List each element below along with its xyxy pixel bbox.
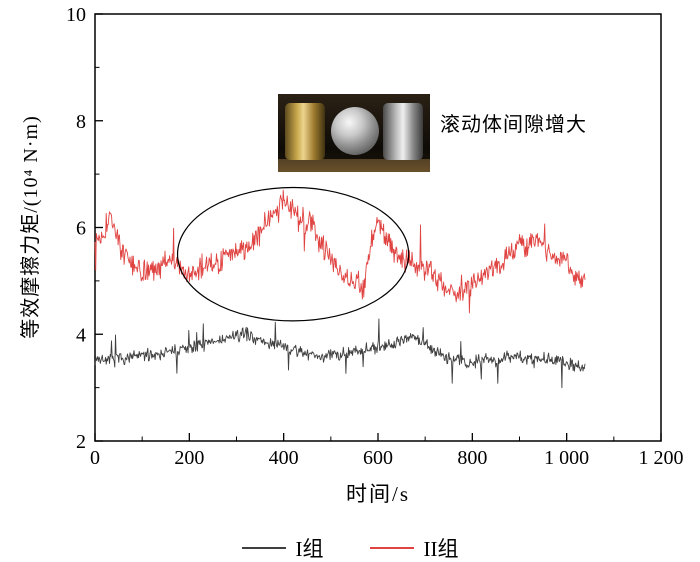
legend-item-group1: I组 <box>241 533 324 562</box>
clearance-annotation: 滚动体间隙增大 <box>440 114 587 136</box>
series-line-II组 <box>94 189 586 314</box>
x-tick-label: 400 <box>269 447 299 469</box>
y-axis-label: 等效摩擦力矩/(10⁴ N·m) <box>20 115 42 339</box>
legend-label-group2: II组 <box>423 537 459 561</box>
legend-line-group1 <box>241 547 286 549</box>
x-tick-label: 1 000 <box>544 447 589 469</box>
y-tick-label: 2 <box>76 431 86 453</box>
bearing-photo-inset <box>278 94 430 172</box>
y-tick-label: 6 <box>76 218 86 240</box>
x-tick-label: 800 <box>457 447 487 469</box>
left-roller-icon <box>285 103 325 160</box>
x-tick-label: 0 <box>90 447 100 469</box>
series-line-I组 <box>94 318 586 389</box>
x-tick-label: 200 <box>174 447 204 469</box>
legend-label-group1: I组 <box>295 537 324 561</box>
plot-frame <box>94 13 662 442</box>
x-axis-label: 时间/s <box>345 482 410 506</box>
y-tick-label: 10 <box>66 4 86 26</box>
highlight-ellipse <box>176 186 410 322</box>
y-tick-label: 8 <box>76 111 86 133</box>
photo-bottom-strip <box>278 159 430 172</box>
right-roller-icon <box>383 103 423 160</box>
rolling-ball-icon <box>331 107 379 155</box>
legend-item-group2: II组 <box>369 533 459 562</box>
x-tick-label: 1 200 <box>639 447 684 469</box>
y-tick-label: 4 <box>76 324 86 346</box>
legend: I组 II组 <box>0 533 700 562</box>
x-tick-label: 600 <box>363 447 393 469</box>
legend-line-group2 <box>369 547 414 549</box>
